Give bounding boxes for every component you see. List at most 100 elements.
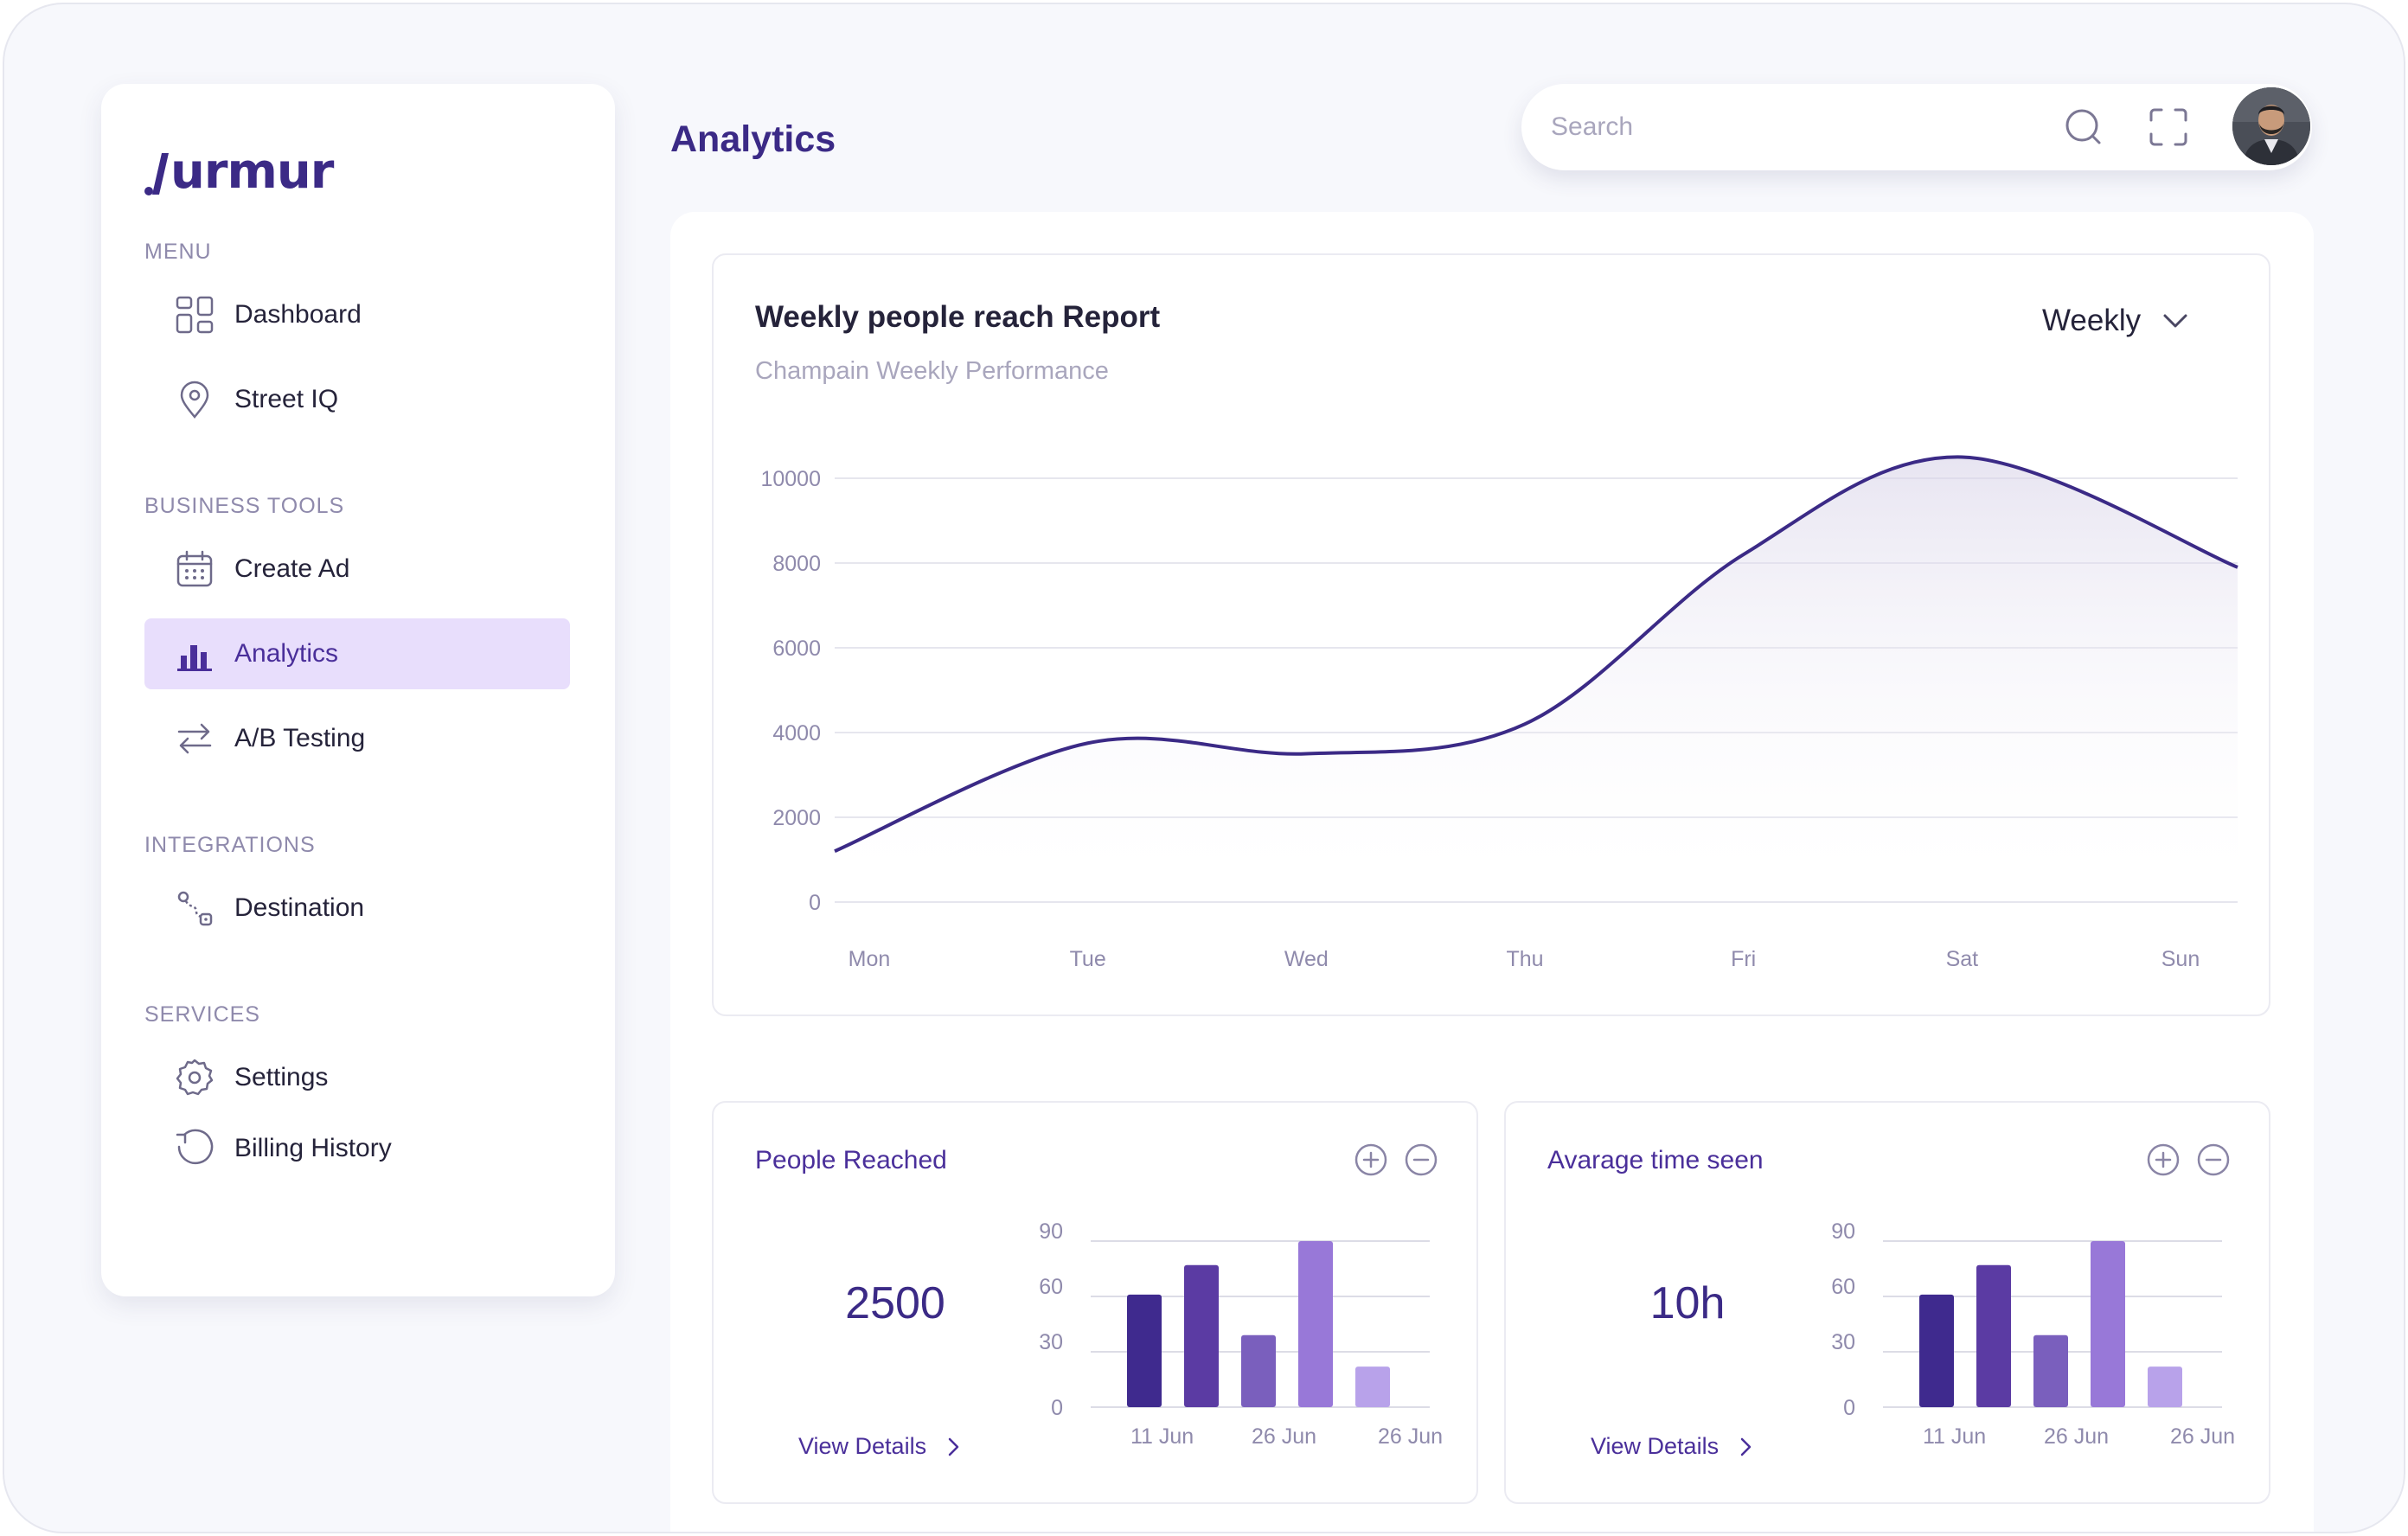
calendar-icon [174, 548, 215, 590]
bar [2148, 1366, 2182, 1407]
sidebar-item-label: A/B Testing [234, 724, 366, 752]
bar [1184, 1264, 1219, 1407]
zoom-controls [1354, 1142, 1438, 1177]
sidebar-item-label: Destination [234, 893, 365, 922]
bar [2091, 1241, 2125, 1407]
stat-value: 2500 [845, 1278, 945, 1328]
sidebar-item-label: Analytics [234, 639, 339, 668]
swap-arrows-icon [174, 718, 215, 759]
x-tick-label: Fri [1731, 947, 1756, 971]
people-reached-card: 0 30 60 90 11 Jun 26 Jun 26 Jun People Reached… [712, 1101, 1478, 1504]
sidebar-section-label: MENU [144, 240, 212, 264]
bar [1355, 1366, 1390, 1407]
sidebar-item-street-iq[interactable]: Street IQ [144, 364, 570, 435]
bar [1127, 1294, 1162, 1407]
sidebar-item-label: Street IQ [234, 385, 339, 413]
x-tick-label: 11 Jun [1130, 1424, 1194, 1449]
sidebar-item-analytics[interactable]: Analytics [144, 618, 570, 689]
view-details-label: View Details [1591, 1433, 1720, 1459]
zoom-in-icon[interactable] [2146, 1142, 2181, 1177]
series-line [834, 455, 2238, 854]
dashboard-icon [174, 294, 215, 336]
period-select[interactable]: Weekly [2042, 304, 2189, 338]
chart-title: Weekly people reach Report [755, 300, 1161, 334]
x-tick-label: Mon [849, 947, 891, 971]
sidebar-item-settings[interactable]: Settings [144, 1042, 570, 1113]
brand-logo[interactable]: urmur [144, 136, 334, 200]
route-icon [174, 887, 215, 929]
bar [1241, 1334, 1276, 1407]
y-tick-label: 90 [1831, 1219, 1855, 1244]
y-tick-label: 90 [1039, 1219, 1063, 1244]
sidebar-item-destination[interactable]: Destination [144, 873, 570, 944]
sidebar-section-label: INTEGRATIONS [144, 833, 316, 857]
sidebar-item-create-ad[interactable]: Create Ad [144, 534, 570, 605]
sidebar-item-label: Dashboard [234, 300, 362, 329]
y-tick-label: 6000 [772, 637, 821, 661]
chart-subtitle: Champain Weekly Performance [755, 357, 1109, 385]
view-details-link[interactable]: View Details [1591, 1433, 1757, 1460]
bar-chart-icon [174, 633, 215, 675]
bar [1298, 1241, 1333, 1407]
search-icon[interactable] [2063, 106, 2104, 148]
user-avatar[interactable] [2232, 87, 2310, 165]
fullscreen-icon[interactable] [2148, 106, 2189, 148]
sidebar-section-label: BUSINESS TOOLS [144, 494, 345, 518]
y-tick-label: 10000 [760, 467, 821, 491]
sidebar-item-a-b-testing[interactable]: A/B Testing [144, 703, 570, 774]
y-tick-label: 30 [1831, 1330, 1855, 1354]
y-tick-label: 8000 [772, 552, 821, 576]
location-pin-icon [174, 379, 215, 420]
stat-card-title: Avarage time seen [1547, 1146, 1764, 1174]
x-tick-label: 26 Jun [1378, 1424, 1443, 1449]
sidebar-item-dashboard[interactable]: Dashboard [144, 279, 570, 350]
search-input[interactable] [1551, 103, 2001, 151]
bar [1919, 1294, 1954, 1407]
sidebar-item-label: Create Ad [234, 554, 350, 583]
sidebar-item-billing-history[interactable]: Billing History [144, 1113, 570, 1184]
chevron-right-icon [948, 1437, 959, 1456]
history-icon [174, 1128, 215, 1169]
y-tick-label: 60 [1039, 1275, 1063, 1299]
app-frame: urmur MENU Dashboard Street IQ BUSINESS TOO… [3, 3, 2405, 1533]
x-tick-label: Wed [1284, 947, 1329, 971]
brand-name: urmur [170, 144, 334, 200]
area-fill [835, 457, 2238, 902]
x-tick-label: Thu [1506, 947, 1543, 971]
main-panel: 0 2000 4000 6000 8000 10000 Mon Tue Wed Thu Fri Sat… [670, 212, 2314, 1532]
x-tick-label: Tue [1070, 947, 1106, 971]
x-tick-label: Sun [2161, 947, 2200, 971]
search-bar [1521, 84, 2312, 170]
chevron-down-icon [2163, 314, 2187, 328]
gear-icon [174, 1057, 215, 1098]
view-details-label: View Details [798, 1433, 927, 1459]
bar [2033, 1334, 2068, 1407]
sidebar-section-label: SERVICES [144, 1002, 260, 1027]
sidebar-item-label: Settings [234, 1063, 329, 1091]
x-tick-label: 26 Jun [2170, 1424, 2235, 1449]
y-tick-label: 30 [1039, 1330, 1063, 1354]
avatar-photo-icon [2232, 87, 2310, 165]
chevron-right-icon [1740, 1437, 1752, 1456]
y-tick-label: 0 [1051, 1396, 1063, 1420]
zoom-in-icon[interactable] [1354, 1142, 1388, 1177]
zoom-out-icon[interactable] [1404, 1142, 1438, 1177]
x-tick-label: 26 Jun [2044, 1424, 2109, 1449]
y-tick-label: 0 [1843, 1396, 1855, 1420]
y-tick-label: 2000 [772, 806, 821, 830]
average-time-seen-card: 0 30 60 90 11 Jun 26 Jun 26 Jun Avarage time s… [1504, 1101, 2270, 1504]
period-select-value: Weekly [2042, 304, 2142, 337]
weekly-reach-chart: 0 2000 4000 6000 8000 10000 Mon Tue Wed Thu Fri Sat… [760, 455, 2238, 971]
stat-value: 10h [1649, 1278, 1726, 1328]
zoom-controls [2146, 1142, 2231, 1177]
stat-card-title: People Reached [755, 1146, 947, 1174]
page-title: Analytics [670, 118, 836, 160]
view-details-link[interactable]: View Details [798, 1433, 964, 1460]
average-time-seen-bar-chart: 0 30 60 90 11 Jun 26 Jun 26 Jun [1831, 1219, 2235, 1449]
zoom-out-icon[interactable] [2196, 1142, 2231, 1177]
y-tick-label: 60 [1831, 1275, 1855, 1299]
x-tick-label: 26 Jun [1252, 1424, 1316, 1449]
y-tick-label: 4000 [772, 721, 821, 746]
bar [1976, 1264, 2011, 1407]
people-reached-bar-chart: 0 30 60 90 11 Jun 26 Jun 26 Jun [1039, 1219, 1443, 1449]
